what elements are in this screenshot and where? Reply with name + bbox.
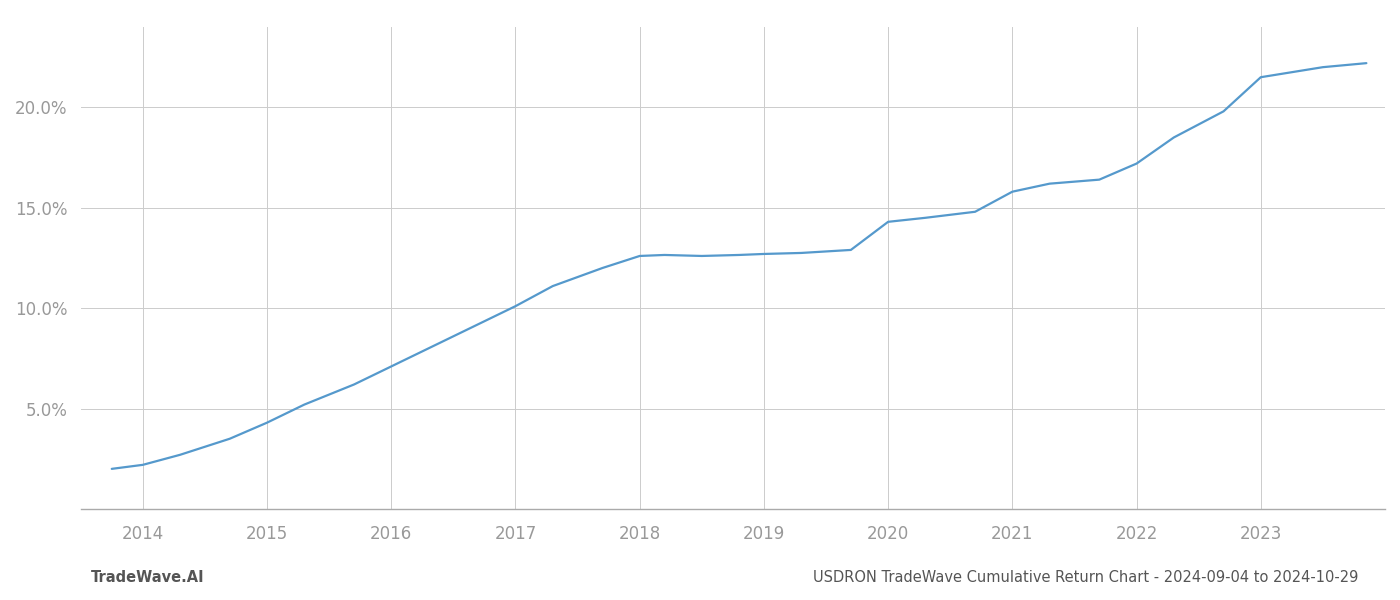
Text: USDRON TradeWave Cumulative Return Chart - 2024-09-04 to 2024-10-29: USDRON TradeWave Cumulative Return Chart…: [812, 570, 1358, 585]
Text: TradeWave.AI: TradeWave.AI: [91, 570, 204, 585]
